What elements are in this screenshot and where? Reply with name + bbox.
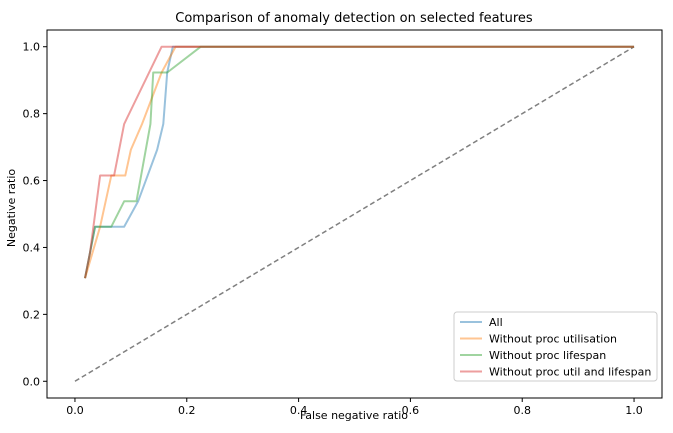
series-line-3: [84, 45, 635, 279]
legend-box: [453, 311, 658, 382]
x-tick-label: 0.0: [66, 404, 84, 417]
series-line-1: [84, 45, 635, 279]
legend-label-3: Without proc util and lifespan: [489, 366, 651, 379]
legend-label-1: Without proc utilisation: [489, 333, 617, 346]
chart-title: Comparison of anomaly detection on selec…: [175, 11, 533, 26]
x-tick-label: 1.0: [625, 404, 643, 417]
axes-frame: [46, 29, 663, 399]
series-line-0: [84, 45, 635, 279]
reference-diagonal-line: [74, 46, 635, 382]
y-axis-label: Negative ratio: [5, 169, 18, 247]
x-tick-label: 0.8: [513, 404, 531, 417]
y-tick-label: 0.8: [23, 108, 41, 121]
plot-area: [74, 45, 635, 382]
x-tick-label: 0.2: [178, 404, 196, 417]
legend-label-0: All: [489, 316, 503, 329]
y-tick-label: 0.2: [23, 308, 41, 321]
x-tick-label: 0.6: [402, 404, 420, 417]
x-axis-label: False negative ratio: [300, 409, 408, 422]
y-tick-label: 0.6: [23, 175, 41, 188]
axes: 0.0 0.2 0.4 0.6 0.8 1.0 0.0 0.2 0.4 0.6 0.8 1.0: [23, 29, 663, 417]
y-tick-label: 1.0: [23, 41, 41, 54]
x-tick-label: 0.4: [290, 404, 308, 417]
legend-label-2: Without proc lifespan: [489, 349, 606, 362]
y-tick-label: 0.0: [23, 375, 41, 388]
series-line-2: [84, 45, 635, 279]
y-tick-label: 0.4: [23, 241, 41, 254]
legend: All Without proc utilisation Without proc …: [453, 311, 658, 382]
